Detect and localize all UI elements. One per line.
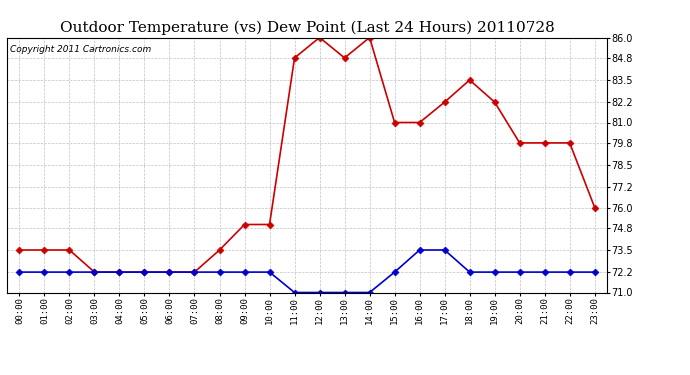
Title: Outdoor Temperature (vs) Dew Point (Last 24 Hours) 20110728: Outdoor Temperature (vs) Dew Point (Last… [59,21,555,35]
Text: Copyright 2011 Cartronics.com: Copyright 2011 Cartronics.com [10,45,151,54]
